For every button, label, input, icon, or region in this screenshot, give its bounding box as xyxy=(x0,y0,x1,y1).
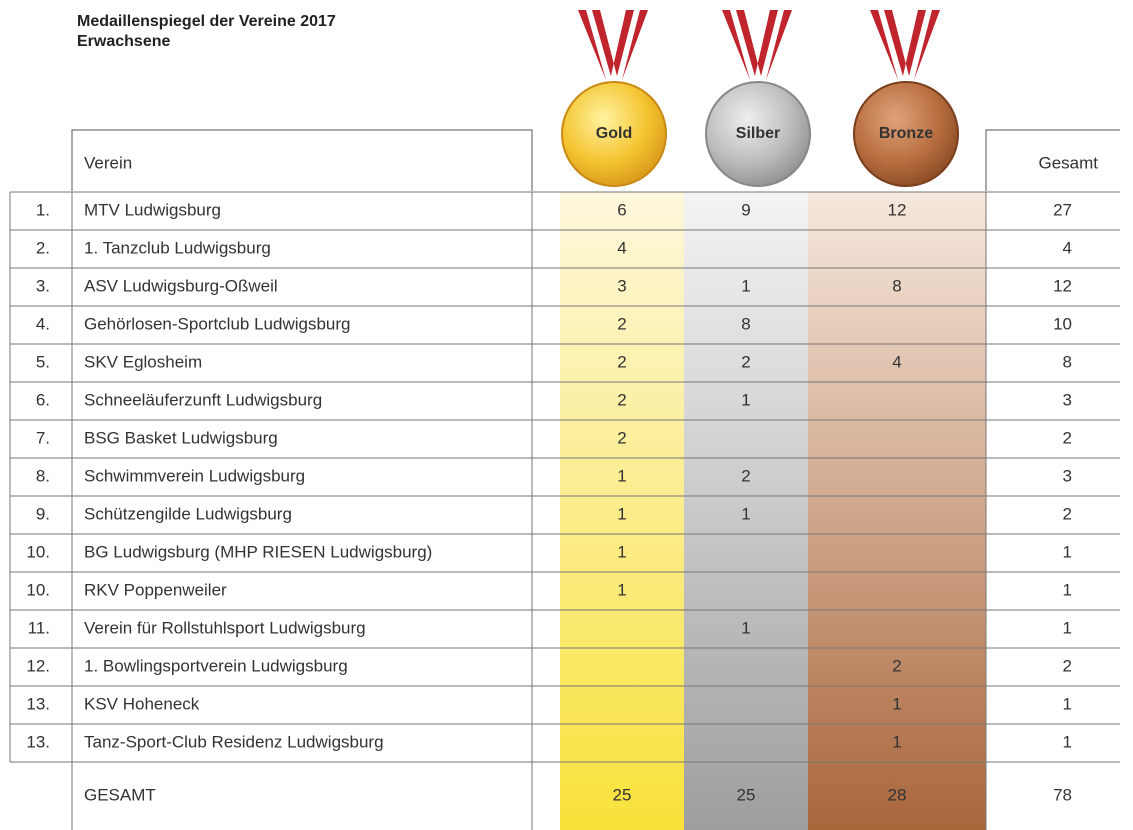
club-name: RKV Poppenweiler xyxy=(84,580,227,599)
rank: 2. xyxy=(36,238,50,257)
bronze-total: 28 xyxy=(888,785,907,804)
gold-count: 1 xyxy=(617,580,626,599)
silver-count: 2 xyxy=(741,352,750,371)
gold-count: 3 xyxy=(617,276,626,295)
silver-medal xyxy=(705,10,811,187)
gold-count: 6 xyxy=(617,200,626,219)
club-name: MTV Ludwigsburg xyxy=(84,200,221,219)
rank: 13. xyxy=(26,732,50,751)
club-name: KSV Hoheneck xyxy=(84,694,200,713)
silver-count: 8 xyxy=(741,314,750,333)
total-count: 3 xyxy=(1063,390,1072,409)
silver-total: 25 xyxy=(737,785,756,804)
grand-total: 78 xyxy=(1053,785,1072,804)
gold-count: 1 xyxy=(617,504,626,523)
club-name: ASV Ludwigsburg-Oßweil xyxy=(84,276,278,295)
header-boxes xyxy=(71,129,1120,191)
total-count: 12 xyxy=(1053,276,1072,295)
total-count: 4 xyxy=(1063,238,1072,257)
silver-header: Silber xyxy=(736,125,780,142)
silver-count: 1 xyxy=(741,504,750,523)
club-name: Verein für Rollstuhlsport Ludwigsburg xyxy=(84,618,366,637)
club-header-box xyxy=(71,129,533,191)
club-name: BG Ludwigsburg (MHP RIESEN Ludwigsburg) xyxy=(84,542,432,561)
total-count: 2 xyxy=(1063,656,1072,675)
total-count: 1 xyxy=(1063,618,1072,637)
rank: 9. xyxy=(36,504,50,523)
gold-count: 4 xyxy=(617,238,626,257)
gold-count: 2 xyxy=(617,390,626,409)
club-name: Schneeläuferzunft Ludwigsburg xyxy=(84,390,322,409)
club-name: 1. Tanzclub Ludwigsburg xyxy=(84,238,271,257)
total-count: 1 xyxy=(1063,694,1072,713)
gold-count: 2 xyxy=(617,428,626,447)
club-name: BSG Basket Ludwigsburg xyxy=(84,428,278,447)
bronze-count: 2 xyxy=(892,656,901,675)
total-header-box xyxy=(985,129,1120,191)
club-name: SKV Eglosheim xyxy=(84,352,202,371)
total-count: 10 xyxy=(1053,314,1072,333)
club-name: Gehörlosen-Sportclub Ludwigsburg xyxy=(84,314,351,333)
rank: 7. xyxy=(36,428,50,447)
table-rows: 1. MTV Ludwigsburg 6 9 12 272. 1. Tanzclub Lud… xyxy=(9,191,1120,830)
gold-count: 2 xyxy=(617,352,626,371)
rank: 11. xyxy=(28,618,50,637)
gold-medal xyxy=(561,10,667,187)
medals xyxy=(561,10,959,187)
silver-count: 1 xyxy=(741,390,750,409)
silver-count: 1 xyxy=(741,618,750,637)
rank: 5. xyxy=(36,352,50,371)
total-count: 8 xyxy=(1063,352,1072,371)
title: Medaillenspiegel der Vereine 2017 xyxy=(77,13,336,30)
club-name: Schwimmverein Ludwigsburg xyxy=(84,466,305,485)
rank: 12. xyxy=(26,656,50,675)
rank: 13. xyxy=(26,694,50,713)
bronze-count: 4 xyxy=(892,352,901,371)
silver-count: 1 xyxy=(741,276,750,295)
rank: 6. xyxy=(36,390,50,409)
rank: 10. xyxy=(26,580,50,599)
subtitle: Erwachsene xyxy=(77,33,170,50)
rank: 3. xyxy=(36,276,50,295)
total-count: 27 xyxy=(1053,200,1072,219)
totals-label: GESAMT xyxy=(84,785,156,804)
club-name: Tanz-Sport-Club Residenz Ludwigsburg xyxy=(84,732,384,751)
gold-total: 25 xyxy=(613,785,632,804)
total-count: 3 xyxy=(1063,466,1072,485)
gold-count: 1 xyxy=(617,542,626,561)
rank: 10. xyxy=(26,542,50,561)
club-name: 1. Bowlingsportverein Ludwigsburg xyxy=(84,656,348,675)
total-count: 1 xyxy=(1063,732,1072,751)
total-count: 2 xyxy=(1063,504,1072,523)
silver-count: 9 xyxy=(741,200,750,219)
club-header: Verein xyxy=(84,153,132,172)
bronze-medal xyxy=(853,10,959,187)
rank: 1. xyxy=(36,200,50,219)
club-name: Schützengilde Ludwigsburg xyxy=(84,504,292,523)
gold-header: Gold xyxy=(596,125,632,142)
gold-count: 1 xyxy=(617,466,626,485)
total-header: Gesamt xyxy=(1038,153,1098,172)
bronze-count: 8 xyxy=(892,276,901,295)
total-count: 2 xyxy=(1063,428,1072,447)
bronze-count: 1 xyxy=(892,732,901,751)
bronze-header: Bronze xyxy=(879,125,933,142)
total-count: 1 xyxy=(1063,580,1072,599)
total-count: 1 xyxy=(1063,542,1072,561)
gold-count: 2 xyxy=(617,314,626,333)
rank: 8. xyxy=(36,466,50,485)
rank: 4. xyxy=(36,314,50,333)
silver-count: 2 xyxy=(741,466,750,485)
bronze-count: 1 xyxy=(892,694,901,713)
bronze-count: 12 xyxy=(888,200,907,219)
